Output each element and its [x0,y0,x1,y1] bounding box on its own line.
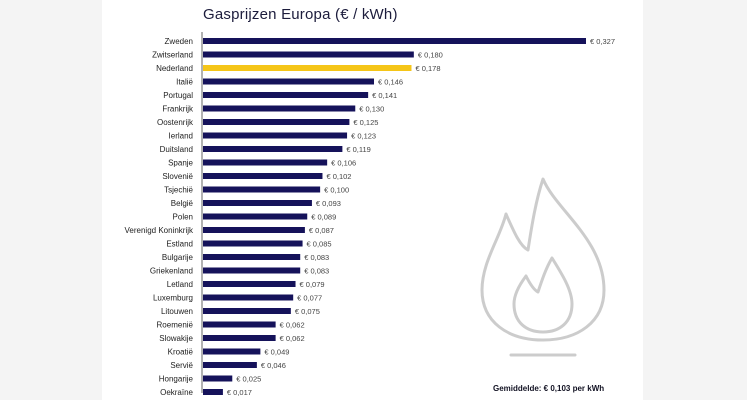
category-label: Servië [170,361,193,370]
bar [203,51,414,58]
category-label: Letland [167,280,193,289]
category-label: Oostenrijk [157,118,194,127]
value-label: € 0,100 [324,186,349,195]
value-label: € 0,025 [236,375,261,384]
value-label: € 0,119 [346,145,370,154]
value-label: € 0,077 [297,294,322,303]
category-label: Zweden [165,37,193,46]
category-label: Tsjechië [164,186,193,195]
bar [203,227,305,233]
bar [203,281,296,287]
bar [203,173,323,179]
value-label: € 0,093 [316,199,341,208]
bar [203,348,261,355]
bar [203,362,257,368]
bar [203,159,328,166]
category-label: Slovenië [162,172,193,181]
value-label: € 0,062 [280,321,305,330]
bar [203,146,343,152]
value-label: € 0,102 [326,172,351,181]
category-label: Portugal [163,91,193,100]
bar [203,308,291,314]
chart-title: Gasprijzen Europa (€ / kWh) [203,6,398,23]
average-annotation: Gemiddelde: € 0,103 per kWh [493,384,605,393]
gas-flame-icon [480,177,606,357]
category-label: Hongarije [159,375,194,384]
category-label: Griekenland [150,267,193,276]
category-label: Slowakije [159,334,193,343]
bar [203,78,375,85]
value-label: € 0,062 [280,334,305,343]
value-label: € 0,180 [418,51,443,60]
bar [203,92,369,98]
value-label: € 0,089 [311,213,336,222]
category-label: Italië [176,78,193,87]
category-label: Oekraïne [160,388,193,397]
value-label: € 0,049 [264,348,289,357]
category-label: Litouwen [161,307,193,316]
category-label: Duitsland [160,145,193,154]
category-label: Nederland [156,64,193,73]
value-label: € 0,106 [331,159,356,168]
category-label: Ierland [169,132,193,141]
bar [203,240,303,247]
value-label: € 0,017 [227,388,252,397]
category-label: Verenigd Koninkrijk [125,226,194,235]
category-label: Estland [166,240,193,249]
bar [203,200,312,206]
category-label: Kroatië [168,348,194,357]
category-label: Zwitserland [152,51,193,60]
bar [203,267,301,274]
bar [203,213,308,220]
bar [203,294,294,301]
bar [203,186,321,193]
value-label: € 0,178 [415,64,440,73]
value-label: € 0,085 [307,240,332,249]
right-margin [643,0,747,400]
value-label: € 0,130 [359,105,384,114]
bar [203,389,223,395]
category-label: Bulgarije [162,253,194,262]
value-label: € 0,075 [295,307,320,316]
value-label: € 0,141 [372,91,397,100]
bar [203,38,586,44]
bar [203,105,356,112]
bar [203,335,276,341]
bar [203,119,350,125]
bar [203,132,348,139]
category-label: Roemenië [157,321,194,330]
bar [203,254,301,260]
category-label: Frankrijk [162,105,194,114]
value-label: € 0,146 [378,78,403,87]
value-label: € 0,327 [590,37,615,46]
category-label: Luxemburg [153,294,193,303]
value-label: € 0,083 [304,253,329,262]
value-label: € 0,046 [261,361,286,370]
bar [203,65,412,71]
value-label: € 0,079 [300,280,325,289]
category-label: Spanje [168,159,193,168]
value-label: € 0,125 [353,118,378,127]
left-margin [0,0,102,400]
value-label: € 0,083 [304,267,329,276]
category-label: België [171,199,194,208]
value-label: € 0,087 [309,226,334,235]
value-label: € 0,123 [351,132,376,141]
bar [203,321,276,328]
category-label: Polen [173,213,193,222]
bar [203,375,233,382]
